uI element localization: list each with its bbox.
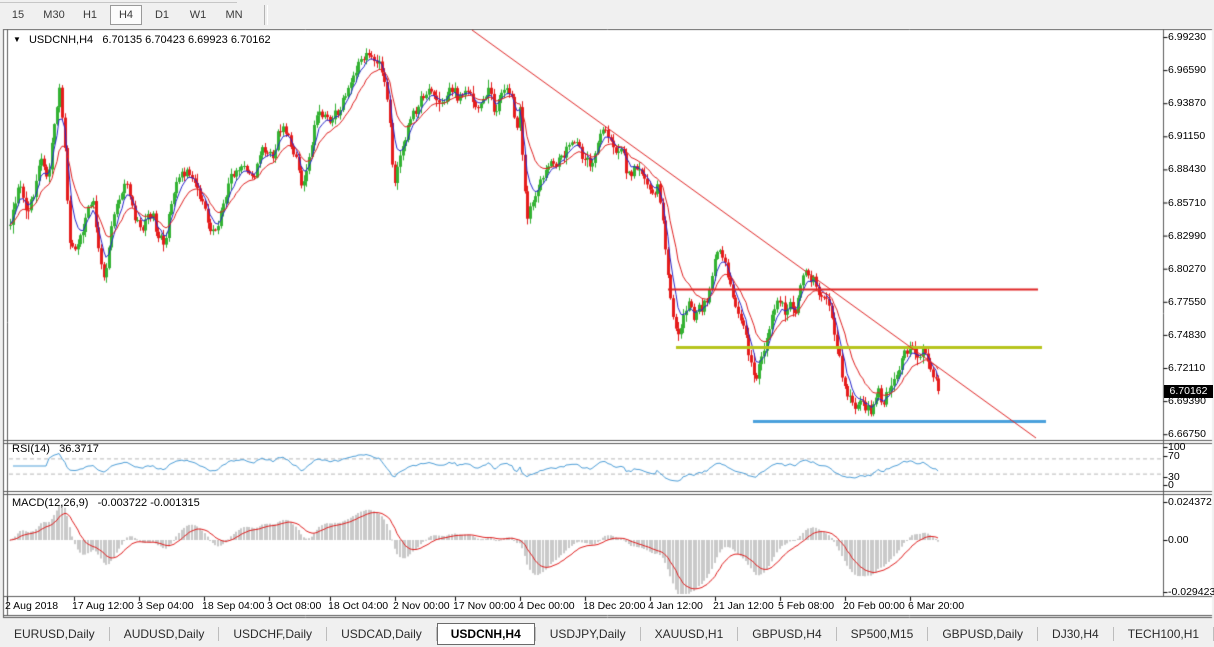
timeframe-button-m30[interactable]: M30 [43,8,65,21]
tab-usdcnh-h4[interactable]: USDCNH,H4 [436,622,535,645]
tab-separator [1112,626,1114,641]
timeframe-button-h1[interactable]: H1 [82,8,98,21]
tab-usdjpy-daily[interactable]: USDJPY,Daily [549,626,626,641]
tab-dj30-h4[interactable]: DJ30,H4 [1052,626,1099,641]
toolbar-groove [0,2,237,3]
timeframe-button-h4[interactable]: H4 [110,4,142,25]
tab-separator [639,626,641,641]
tab-usdcad-daily[interactable]: USDCAD,Daily [341,626,422,641]
timeframe-button-mn[interactable]: MN [225,8,243,21]
tab-gbpusd-h4[interactable]: GBPUSD,H4 [752,626,822,641]
timeframe-button-15[interactable]: 15 [11,8,25,21]
timeframe-toolbar: 15 M30 H1 H4 D1 W1 MN [0,0,1214,29]
tab-separator [326,626,328,641]
tab-separator [534,626,536,641]
tab-separator [737,626,739,641]
toolbar-separator [264,4,268,25]
tab-audusd-daily[interactable]: AUDUSD,Daily [123,626,205,641]
tab-usdchf-daily[interactable]: USDCHF,Daily [233,626,313,641]
tab-gbpusd-daily[interactable]: GBPUSD,Daily [942,626,1024,641]
tab-separator [927,626,929,641]
symbol-tabbar: EURUSD,Daily AUDUSD,Daily USDCHF,Daily USDC… [0,620,1214,647]
tab-sp500-m15[interactable]: SP500,M15 [850,626,914,641]
tab-tech100-h1[interactable]: TECH100,H1 [1127,626,1200,641]
tab-eurusd-daily[interactable]: EURUSD,Daily [14,626,95,641]
tab-separator [835,626,837,641]
tab-xauusd-h1[interactable]: XAUUSD,H1 [654,626,724,641]
tab-separator [108,626,110,641]
tab-separator [435,626,437,641]
tab-separator [1037,626,1039,641]
timeframe-button-d1[interactable]: D1 [154,8,170,21]
tab-separator [218,626,220,641]
timeframe-button-w1[interactable]: W1 [189,8,207,21]
